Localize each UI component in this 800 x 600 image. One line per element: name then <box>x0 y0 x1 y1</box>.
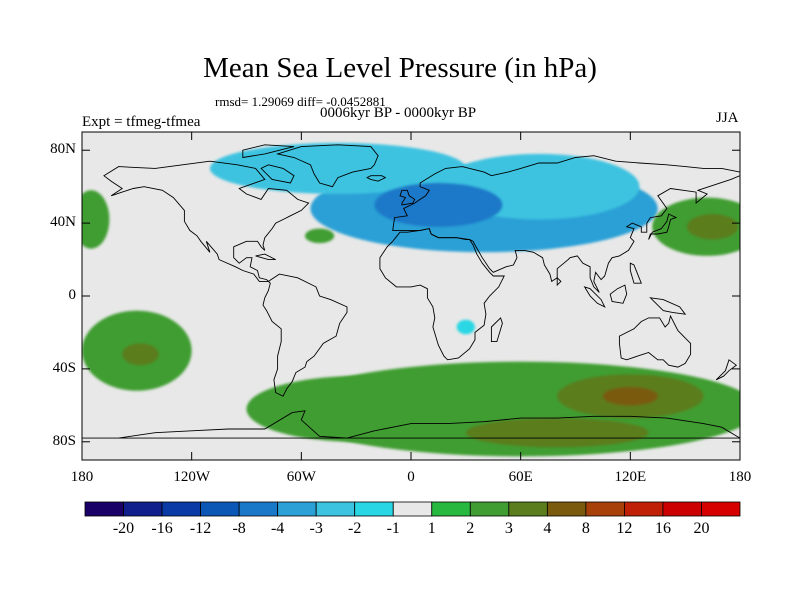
colorbar-level-label: -8 <box>232 520 246 537</box>
latitude-label: 80S <box>52 432 76 449</box>
experiment-label: Expt = tfmeg-tfmea <box>82 114 201 130</box>
coastline-layer <box>82 144 740 439</box>
colorbar-box <box>392 501 433 517</box>
coast-madagascar <box>490 317 503 343</box>
coast-north-america <box>103 160 310 282</box>
plot-title: Mean Sea Level Pressure (in hPa) <box>203 52 597 84</box>
colorbar-level-label: 8 <box>581 520 590 537</box>
coast-borneo <box>609 284 628 304</box>
coast-philippines <box>629 262 642 284</box>
colorbar-level-label: 20 <box>693 520 710 537</box>
colorbar-level-label: 1 <box>427 520 436 537</box>
anomaly-europe-deep-low <box>374 183 503 227</box>
latitude-label: 40S <box>52 359 76 376</box>
coast-ellesmere <box>242 144 295 159</box>
colorbar-box <box>315 501 356 517</box>
colorbar-box <box>84 501 124 517</box>
coast-sri-lanka <box>556 276 562 287</box>
coast-south-america <box>262 273 348 397</box>
anomaly-west-pacific-high-core <box>686 214 739 240</box>
colorbar-box <box>200 501 240 517</box>
coast-eurasia <box>392 155 740 293</box>
period-label: 0006kyr BP - 0000kyr BP <box>320 105 477 121</box>
coast-antarctica <box>82 410 740 439</box>
colorbar-box <box>277 501 317 517</box>
colorbar-box <box>238 501 279 517</box>
colorbar-box <box>123 501 163 517</box>
longitude-label: 180 <box>728 469 752 485</box>
colorbar-level-label: 2 <box>466 520 475 537</box>
statistics-text: rmsd= 1.29069 diff= -0.0452881 <box>215 94 386 109</box>
latitude-label: 0 <box>68 287 77 303</box>
anomaly-indian-ocean-high-core <box>602 387 658 406</box>
colorbar-level-label: 12 <box>616 520 633 537</box>
anomaly-south-pacific-high-core <box>122 343 159 366</box>
colorbar-box <box>624 501 664 517</box>
anomaly-atlantic-high <box>304 228 335 244</box>
season-label: JJA <box>716 110 739 126</box>
colorbar-box <box>662 501 702 517</box>
anomaly-northeast-pacific-high <box>82 190 110 249</box>
coast-iceland <box>366 175 387 182</box>
colorbar-level-label: -16 <box>151 520 173 537</box>
colorbar-level-label: 3 <box>504 520 513 537</box>
latitude-label: 40N <box>50 214 76 231</box>
colorbar-box <box>431 501 471 517</box>
coast-new-guinea <box>649 297 687 315</box>
anomaly-antarctic-high <box>465 418 649 448</box>
coast-africa <box>379 228 505 361</box>
longitude-label: 120W <box>173 469 210 485</box>
colorbar-box <box>585 501 625 517</box>
coast-new-zealand <box>715 359 738 381</box>
longitude-label: 60W <box>286 469 316 485</box>
colorbar-box <box>701 501 741 517</box>
axis-ticks <box>81 132 741 460</box>
anomaly-south-africa-low <box>456 319 475 335</box>
anomaly-drake-passage-high <box>246 376 466 442</box>
colorbar-box <box>161 501 201 517</box>
colorbar-level-label: -2 <box>348 520 362 537</box>
coast-japan <box>648 213 678 240</box>
coast-great-britain <box>399 189 416 206</box>
coast-cuba <box>255 253 276 261</box>
colorbar-box <box>469 501 510 517</box>
colorbar-level-label: -20 <box>112 520 135 537</box>
latitude-label: 80N <box>50 141 76 158</box>
colorbar-level-label: -4 <box>270 520 285 537</box>
coast-greenland <box>275 144 379 188</box>
colorbar-level-label: 16 <box>654 520 671 537</box>
colorbar-box <box>354 501 394 517</box>
longitude-label: 180 <box>70 469 94 485</box>
colorbar-level-label: -12 <box>189 520 212 537</box>
coast-australia <box>618 314 692 368</box>
colorbar-level-label: 4 <box>543 520 552 537</box>
colorbar-level-label: -3 <box>309 520 323 537</box>
longitude-label: 120E <box>614 469 647 485</box>
coast-baffin <box>260 164 295 184</box>
colorbar <box>84 501 741 517</box>
anomaly-arctic-greenland-low <box>209 142 466 194</box>
coast-sumatra <box>583 286 606 308</box>
colorbar-level-label: -1 <box>386 520 400 537</box>
colorbar-box <box>546 501 587 517</box>
longitude-label: 0 <box>407 469 415 485</box>
longitude-label: 60E <box>508 469 533 485</box>
colorbar-box <box>508 501 548 517</box>
